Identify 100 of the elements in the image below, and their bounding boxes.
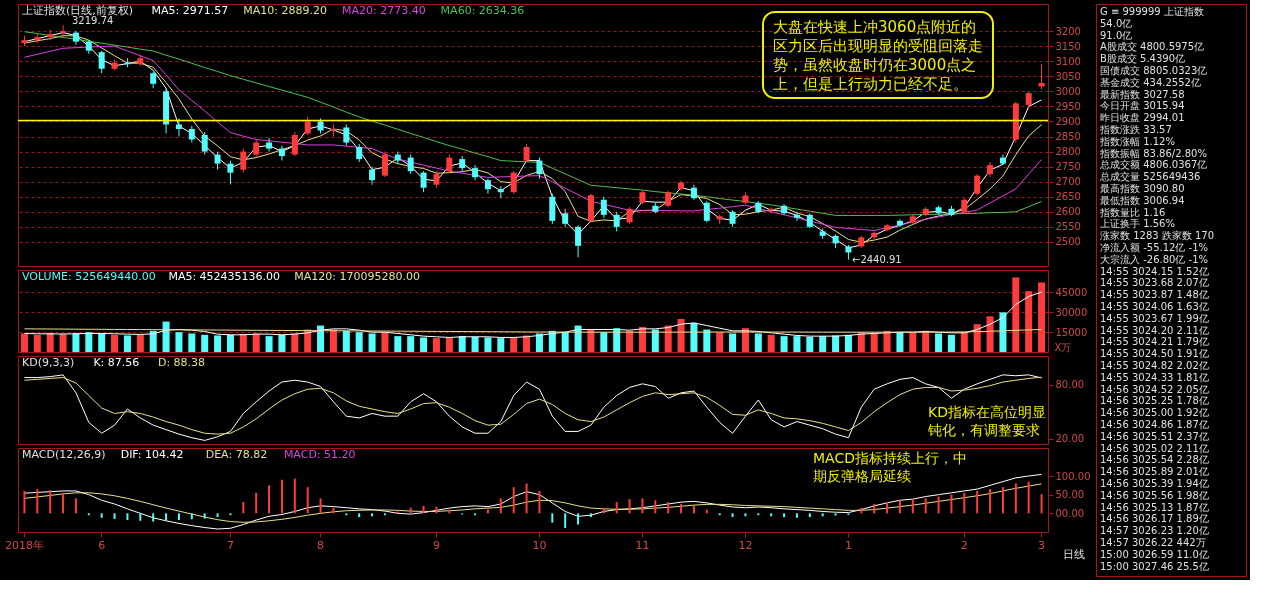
text: 14:55 3023.87 1.48亿 — [1100, 289, 1209, 301]
bar — [911, 499, 914, 514]
bar — [293, 478, 296, 514]
bar — [731, 513, 734, 518]
bar — [870, 333, 878, 352]
bar — [484, 337, 492, 352]
x-tick-label: 12 — [738, 538, 753, 552]
candlestick — [703, 200, 710, 223]
bar — [780, 336, 788, 352]
candlestick — [613, 211, 620, 232]
text: 14:56 3025.25 1.78亿 — [1100, 395, 1209, 407]
bar — [986, 316, 994, 352]
legend-title: 上证指数(日线,前复权) — [22, 4, 134, 17]
text: 14:55 3024.50 1.91亿 — [1100, 348, 1209, 360]
bar — [950, 494, 953, 514]
candlestick — [446, 154, 453, 174]
candlestick — [407, 154, 414, 175]
bar — [793, 336, 801, 352]
bar — [922, 330, 930, 352]
bar — [422, 505, 425, 514]
bar — [628, 499, 631, 514]
text: 15:00 3027.46 25.5亿 — [1100, 560, 1209, 572]
bar — [368, 333, 376, 352]
text: 今日开盘 3015.94 — [1100, 100, 1185, 112]
text: 14:55 3023.68 2.07亿 — [1100, 277, 1209, 289]
text: 14:56 3025.00 1.92亿 — [1100, 407, 1209, 419]
bar — [523, 335, 531, 352]
y-tick-label: 2550 — [1055, 221, 1081, 233]
y-tick-label: 2950 — [1055, 100, 1081, 112]
bar — [409, 507, 412, 514]
candlestick — [214, 151, 221, 171]
bar — [1014, 483, 1017, 514]
bar — [329, 329, 337, 352]
bar — [909, 332, 917, 352]
bar — [268, 485, 271, 514]
bar — [74, 498, 77, 514]
bar — [72, 333, 80, 352]
y-tick-label: 100.00 — [1055, 470, 1091, 482]
text: 14:56 3025.13 1.87亿 — [1100, 501, 1209, 513]
bar — [770, 513, 773, 517]
bar — [883, 330, 891, 352]
bar — [535, 333, 543, 352]
x-tick-label: 2 — [960, 538, 968, 552]
bar — [342, 330, 350, 352]
bar — [808, 513, 811, 518]
text: 14:56 3024.52 2.05亿 — [1100, 383, 1209, 395]
text: 国债成交 8805.0323亿 — [1100, 65, 1208, 76]
text: 14:56 3024.86 1.87亿 — [1100, 419, 1209, 430]
candlestick — [510, 170, 517, 195]
bar — [381, 332, 389, 352]
candlestick — [253, 139, 260, 159]
y-axis-title: X万 — [1054, 341, 1072, 353]
bar — [744, 513, 747, 517]
bar — [471, 336, 479, 352]
text: 15:00 3026.59 11.0亿 — [1100, 548, 1209, 560]
bar — [358, 513, 361, 518]
bar — [98, 333, 106, 352]
bar — [641, 498, 644, 514]
text: 14:56 3025.54 2.28亿 — [1100, 454, 1209, 466]
bar — [497, 338, 505, 352]
bar — [512, 487, 515, 514]
bar — [989, 489, 992, 514]
bar — [937, 496, 940, 514]
bar — [1025, 291, 1033, 352]
bar — [214, 335, 222, 352]
text: MA120: 170095280.00 — [294, 270, 421, 283]
y-tick-label: 2500 — [1055, 236, 1081, 248]
bar — [564, 513, 567, 528]
bar — [319, 498, 322, 514]
text: 最高指数 3090.80 — [1100, 183, 1185, 194]
bar — [963, 492, 966, 514]
legend-title: MACD(12,26,9) — [22, 448, 106, 461]
text: MA60: 2634.36 — [440, 4, 525, 17]
y-tick-label: 15000 — [1055, 326, 1088, 338]
text: 指数量比 1.16 — [1099, 206, 1166, 218]
x-tick-label: 9 — [432, 538, 440, 552]
bar — [255, 492, 258, 514]
text: MA5: 2971.57 — [151, 4, 229, 17]
bar — [767, 334, 775, 352]
candlestick — [600, 196, 607, 219]
bar — [1040, 494, 1043, 514]
text: 14:56 3025.56 1.98亿 — [1100, 489, 1209, 501]
y-tick-label: 3200 — [1055, 25, 1081, 37]
y-tick-label: 20.00 — [1055, 433, 1085, 445]
y-tick-label: 2650 — [1055, 191, 1081, 203]
bar — [59, 334, 67, 352]
text: 14:56 3025.51 2.37亿 — [1100, 430, 1209, 442]
bar — [20, 333, 28, 352]
x-axis-title: 日线 — [1062, 547, 1085, 561]
y-tick-label: 3050 — [1055, 70, 1081, 82]
x-tick-label: 8 — [317, 538, 325, 552]
text: 14:55 3024.33 1.81亿 — [1100, 371, 1209, 383]
x-tick-label: 6 — [98, 538, 106, 552]
text: 14:57 3026.23 1.20亿 — [1100, 525, 1209, 537]
bar — [317, 325, 325, 352]
y-tick-label: 2800 — [1055, 146, 1081, 158]
y-tick-label: 80.00 — [1055, 379, 1085, 391]
candlestick — [266, 137, 273, 153]
text: 14:57 3026.22 442万 — [1100, 537, 1206, 548]
text: 指数涨幅 1.12% — [1099, 135, 1175, 147]
